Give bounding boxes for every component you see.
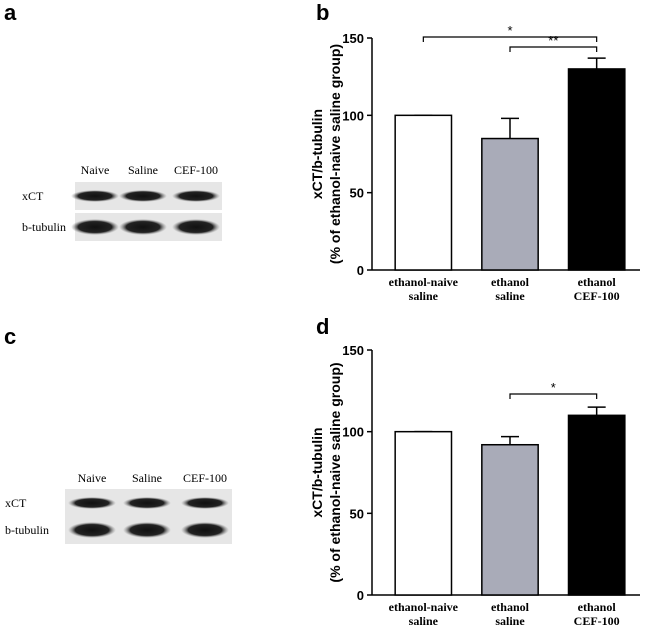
blot-band — [71, 219, 119, 235]
blot-band — [123, 497, 171, 509]
y-tick-label: 0 — [357, 263, 364, 278]
blot-band — [68, 522, 116, 538]
lane-label: Saline — [128, 163, 158, 177]
x-tick-label: ethanol-naive saline — [389, 600, 459, 628]
significance-bracket — [422, 36, 598, 42]
blot-band — [172, 219, 220, 235]
x-tick-label-line: ethanol-naive — [389, 275, 459, 289]
x-tick-label: ethanol saline — [491, 600, 530, 628]
significance-label: ** — [548, 33, 558, 48]
panel-label: d — [316, 314, 329, 339]
x-tick-label-line: saline — [409, 289, 439, 303]
lane-label: Naive — [78, 471, 107, 485]
panel-label: c — [4, 324, 16, 349]
panel-label: a — [4, 0, 17, 25]
x-tick-label-line: ethanol — [578, 275, 617, 289]
y-axis-label: xCT/b-tubulin — [309, 109, 325, 199]
x-tick-label-line: CEF-100 — [574, 614, 620, 628]
row-label: b-tubulin — [5, 523, 49, 537]
y-tick-label: 100 — [342, 108, 364, 123]
blot-band — [181, 522, 229, 538]
lane-label: CEF-100 — [174, 163, 218, 177]
lane-label: CEF-100 — [183, 471, 227, 485]
x-tick-label: ethanol CEF-100 — [574, 600, 620, 628]
y-tick-label: 50 — [350, 186, 364, 201]
bar — [567, 414, 626, 596]
x-tick-label: ethanol CEF-100 — [574, 275, 620, 303]
blot-band — [119, 219, 167, 235]
significance-label: * — [507, 23, 512, 38]
x-tick-label-line: saline — [495, 614, 525, 628]
y-tick-label: 150 — [342, 343, 364, 358]
x-tick-label-line: saline — [409, 614, 439, 628]
significance-bracket — [509, 393, 598, 399]
significance-label: * — [551, 380, 556, 395]
lane-label: Saline — [132, 471, 162, 485]
blot-band — [172, 190, 220, 202]
bar — [567, 68, 626, 271]
blot-band — [71, 190, 119, 202]
significance-bracket — [509, 46, 598, 52]
blot-band — [123, 522, 171, 538]
bar — [394, 430, 453, 596]
bar — [481, 443, 539, 596]
bar — [394, 114, 453, 271]
x-tick-label-line: ethanol — [578, 600, 617, 614]
bar — [481, 137, 539, 271]
row-label: xCT — [5, 496, 27, 510]
y-tick-label: 0 — [357, 588, 364, 603]
x-tick-label-line: ethanol-naive — [389, 600, 459, 614]
x-tick-label-line: ethanol — [491, 600, 530, 614]
y-tick-label: 150 — [342, 31, 364, 46]
y-tick-label: 100 — [342, 425, 364, 440]
y-axis-label: (% of ethanol-naive saline group) — [327, 362, 343, 582]
y-axis-label: xCT/b-tubulin — [309, 427, 325, 517]
row-label: xCT — [22, 189, 44, 203]
row-label: b-tubulin — [22, 220, 66, 234]
lane-label: Naive — [81, 163, 110, 177]
y-axis-label: (% of ethanol-naive saline group) — [327, 44, 343, 264]
x-tick-label-line: ethanol — [491, 275, 530, 289]
x-tick-label-line: CEF-100 — [574, 289, 620, 303]
x-tick-label: ethanol saline — [491, 275, 530, 303]
blot-band — [68, 497, 116, 509]
blot-band — [119, 190, 167, 202]
panel-label: b — [316, 0, 329, 25]
x-tick-label-line: saline — [495, 289, 525, 303]
blot-band — [181, 497, 229, 509]
y-tick-label: 50 — [350, 506, 364, 521]
x-tick-label: ethanol-naive saline — [389, 275, 459, 303]
